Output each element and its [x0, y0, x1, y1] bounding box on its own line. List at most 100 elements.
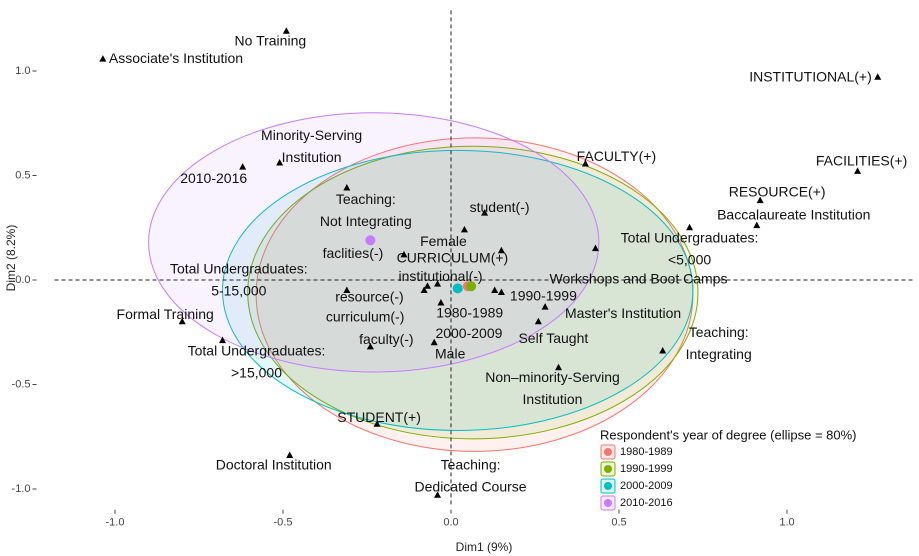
category-label: Teaching: Dedicated Course — [415, 456, 527, 494]
label-line: institutional(-) — [399, 268, 483, 284]
category-point — [491, 286, 499, 293]
legend-label: 2010-2016 — [620, 497, 673, 509]
label-line: Institution — [523, 390, 583, 406]
label-line: Self Taught — [518, 329, 588, 345]
label-line: Integrating — [686, 346, 752, 362]
label-line: 5-15,000 — [211, 282, 266, 298]
category-point — [591, 244, 599, 252]
y-tick-label: -0.5 — [12, 378, 31, 390]
category-point — [430, 338, 438, 346]
category-point — [854, 167, 862, 174]
label-line: Total Undergraduates: — [621, 229, 759, 245]
category-point — [497, 246, 505, 254]
label-line: Not Integrating — [320, 213, 412, 229]
category-label: FACILITIES(+) — [816, 152, 907, 168]
category-point — [420, 286, 428, 293]
label-line: Institution — [282, 149, 342, 165]
category-label: RESOURCE(+) — [729, 183, 826, 199]
category-point — [555, 363, 563, 371]
category-label: CURRICULUM(+) — [397, 249, 509, 265]
label-line: Workshops and Boot Camps — [550, 270, 728, 286]
label-line: >15,000 — [231, 364, 282, 380]
label-line: No Training — [235, 32, 307, 48]
label-line: Total Undergraduates: — [170, 260, 308, 276]
category-label: resource(-) — [335, 288, 403, 304]
category-point — [756, 196, 764, 204]
category-label: 1980-1989 — [436, 304, 503, 320]
label-line: Teaching: — [441, 456, 501, 472]
category-point — [99, 55, 107, 62]
category-point — [481, 209, 489, 216]
category-point — [434, 280, 442, 287]
category-point — [434, 491, 442, 498]
x-tick-label: -0.5 — [274, 517, 293, 529]
label-line: INSTITUTIONAL(+) — [749, 68, 872, 84]
label-line: faculty(-) — [359, 331, 413, 347]
label-line: faclities(-) — [323, 245, 384, 261]
label-line: RESOURCE(+) — [729, 183, 826, 199]
label-line: 1980-1989 — [436, 304, 503, 320]
category-point — [753, 221, 761, 229]
group-mean — [452, 283, 463, 294]
label-line: Minority-Serving — [261, 127, 362, 143]
category-label: faclities(-) — [323, 245, 384, 261]
label-line: CURRICULUM(+) — [397, 249, 509, 265]
label-line: 1990-1999 — [510, 287, 577, 303]
label-line: Teaching: — [336, 191, 396, 207]
label-line: Female — [420, 233, 467, 249]
label-line: FACULTY(+) — [577, 148, 656, 164]
category-label: Formal Training — [117, 305, 214, 321]
category-label: 1990-1999 — [510, 287, 577, 303]
category-label: Male — [435, 345, 466, 361]
category-point — [282, 27, 290, 34]
category-point — [581, 160, 589, 167]
y-tick-label: 0.0 — [15, 274, 30, 286]
category-point — [219, 336, 227, 344]
legend-label: 2000-2009 — [620, 480, 673, 492]
legend-title: Respondent's year of degree (ellipse = 8… — [600, 427, 857, 442]
label-line: student(-) — [470, 199, 530, 215]
category-label: Self Taught — [518, 329, 588, 345]
group-mean — [466, 281, 477, 292]
legend-label: 1980-1989 — [620, 446, 673, 458]
category-label: Non–minority-Serving Institution — [485, 368, 620, 406]
label-line: <5,000 — [668, 251, 711, 267]
category-label: Female — [420, 233, 467, 249]
legend-dot — [604, 482, 612, 490]
category-point — [686, 223, 694, 231]
category-label: Teaching: Not Integrating — [320, 191, 412, 229]
category-label: Total Undergraduates: >15,000 — [188, 342, 326, 380]
category-point — [541, 303, 549, 310]
category-label: 2000-2009 — [435, 325, 502, 341]
category-label: Doctoral Institution — [216, 456, 332, 472]
category-label: 2010-2016 — [180, 170, 247, 186]
category-point — [659, 347, 667, 354]
category-label: INSTITUTIONAL(+) — [749, 68, 872, 84]
label-line: 2010-2016 — [180, 170, 247, 186]
label-line: Master's Institution — [565, 305, 681, 321]
label-line: FACILITIES(+) — [816, 152, 907, 168]
x-tick-label: 0.0 — [443, 517, 458, 529]
label-line: Baccalaureate Institution — [717, 206, 870, 222]
label-line: Total Undergraduates: — [188, 342, 326, 358]
category-point — [460, 225, 468, 233]
y-axis-title: Dim2 (8.2%) — [4, 225, 18, 292]
category-point — [239, 163, 247, 170]
category-point — [423, 282, 431, 289]
category-label: Total Undergraduates: 5-15,000 — [170, 260, 308, 298]
label-line: Formal Training — [117, 305, 214, 321]
category-point — [497, 288, 505, 296]
category-label: Baccalaureate Institution — [717, 206, 870, 222]
label-line: resource(-) — [335, 288, 403, 304]
category-point — [286, 451, 294, 459]
label-line: Dedicated Course — [415, 478, 527, 494]
label-line: 2000-2009 — [435, 325, 502, 341]
y-tick-label: 0.5 — [15, 169, 30, 181]
category-label: FACULTY(+) — [577, 148, 656, 164]
category-label: curriculum(-) — [326, 308, 405, 324]
category-point — [343, 184, 351, 191]
category-label: Master's Institution — [565, 305, 681, 321]
legend-dot — [604, 499, 612, 507]
category-point — [874, 73, 882, 80]
